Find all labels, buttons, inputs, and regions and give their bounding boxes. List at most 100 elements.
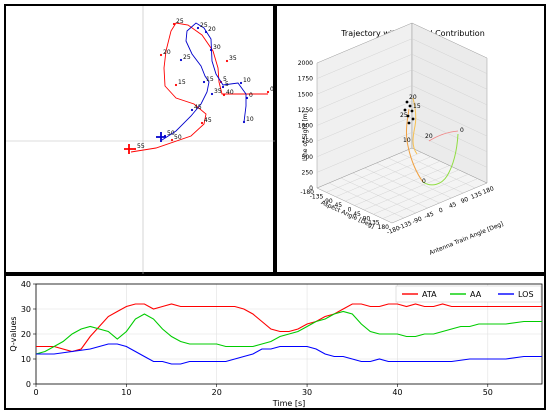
- trajectory-3d-label: 10: [403, 137, 411, 144]
- trajectory-3d-point: [406, 114, 410, 118]
- trajectory-label: 30: [213, 44, 221, 51]
- trajectory-3d-panel: Trajectory with Reward Contribution02505…: [275, 4, 546, 274]
- trajectory-3d-point: [408, 104, 412, 108]
- z-tick-label: 750: [302, 138, 314, 145]
- y-tick-label: 10: [21, 355, 31, 364]
- floor-grid-x: [400, 152, 476, 189]
- x-tick-label: 90: [460, 196, 470, 205]
- trajectory-marker-1-10: [245, 96, 249, 100]
- x-tick-label: -180: [386, 225, 401, 237]
- floor-grid-y: [326, 152, 422, 193]
- trajectory-3d-label: 0: [460, 127, 464, 134]
- trajectory-marker-1-4: [196, 26, 200, 30]
- back-grid-z: [316, 38, 413, 79]
- side-grid-z: [411, 38, 488, 74]
- trajectory-marker-1-8: [221, 85, 225, 89]
- y-tick-label: 40: [21, 280, 31, 289]
- y-tick-label: 0: [348, 207, 352, 214]
- series-line-ata: [36, 303, 542, 353]
- y-tick-label: 180: [378, 224, 390, 231]
- trajectory-label: 0: [270, 86, 274, 93]
- trajectory-3d-plot: Trajectory with Reward Contribution02505…: [298, 22, 504, 257]
- x-tick-label: 0: [33, 388, 38, 397]
- trajectory-label: 15: [178, 79, 186, 86]
- trajectory-label: 10: [246, 116, 254, 123]
- trajectory-label: 50: [174, 134, 182, 141]
- x-tick-label: -90: [411, 215, 423, 225]
- x-tick-label: 50: [483, 388, 493, 397]
- q-values-panel: 0 10 20 30 40 50 0 10 20 30 40 Time [s] Q-values ATA A…: [4, 274, 546, 410]
- trajectory-3d-point: [405, 100, 409, 104]
- x-tick-label: 45: [448, 201, 458, 210]
- trajectory-3d-label: 20: [409, 94, 417, 101]
- aircraft-red-icon: [124, 144, 134, 154]
- floor-grid-y: [354, 165, 450, 206]
- trajectory-label: 50: [167, 130, 175, 137]
- trajectory-marker-1-1: [190, 108, 194, 112]
- x-tick-label: -135: [398, 220, 413, 232]
- side-grid-z: [411, 132, 488, 168]
- y-tick-label: 45: [353, 211, 361, 218]
- trajectory-marker-1-3: [179, 58, 183, 62]
- z-tick-label: 250: [302, 169, 314, 176]
- trajectory-label: 40: [226, 89, 234, 96]
- y-tick-label: 90: [363, 215, 371, 222]
- aircraft-blue-icon: [156, 132, 166, 142]
- trajectory-label: 25: [176, 18, 184, 25]
- trajectory-3d-point: [403, 108, 407, 112]
- trajectory-label: 5: [223, 76, 227, 83]
- side-grid-z: [411, 100, 488, 137]
- trajectory-3d-label: 20: [425, 133, 433, 140]
- legend-label-ata: ATA: [422, 290, 437, 299]
- trajectory-marker-0-0: [133, 147, 137, 151]
- trajectory-3d-label: 25: [400, 112, 408, 119]
- trajectory-marker-0-7: [222, 93, 226, 97]
- trajectory-marker-0-5: [172, 22, 176, 26]
- x-axis-label: Time [s]: [272, 399, 306, 408]
- trajectory-label: 45: [204, 117, 212, 124]
- trajectory-marker-0-9: [266, 90, 270, 94]
- x-tick-label: 0: [438, 207, 444, 215]
- trajectory-marker-0-3: [174, 83, 178, 87]
- trajectory-3d-orange: [405, 108, 424, 183]
- trajectory-label: 20: [163, 49, 171, 56]
- series-line-los: [36, 343, 542, 365]
- trajectory-marker-1-9: [239, 81, 243, 85]
- x-tick-label: 180: [482, 185, 495, 196]
- series-line-aa: [35, 310, 542, 355]
- trajectory-marker-0-4: [159, 53, 163, 57]
- y-tick-label: -135: [310, 193, 324, 200]
- y-tick-label: 135: [368, 220, 380, 227]
- trajectory-marker-1-5: [204, 30, 208, 34]
- trajectory-label: 15: [206, 76, 214, 83]
- trajectory-label: 0: [249, 92, 253, 99]
- side-grid-z: [411, 116, 488, 152]
- back-grid-z: [316, 100, 413, 142]
- trajectory-label: 35: [229, 55, 237, 62]
- trajectory-marker-0-6: [225, 59, 229, 63]
- side-grid-z: [411, 54, 488, 90]
- floor-grid-x: [388, 157, 464, 194]
- y-tick-label: -180: [300, 189, 314, 196]
- trajectory-3d-label: 15: [413, 103, 421, 110]
- trajectory-marker-1-7: [210, 92, 214, 96]
- z-tick-label: 1750: [298, 76, 313, 83]
- legend-label-los: LOS: [518, 290, 534, 299]
- trajectory-3d-point: [411, 117, 415, 121]
- trajectory-label: 20: [208, 26, 216, 33]
- y-tick-label: -90: [323, 198, 333, 205]
- floor-grid-y: [345, 160, 441, 202]
- trajectory-3d-label: 0: [422, 178, 426, 185]
- z-tick-label: 1250: [298, 107, 313, 114]
- trajectory-label: 45: [194, 104, 202, 111]
- trajectory-marker-1-6: [209, 48, 213, 52]
- z-tick-label: 0: [309, 185, 313, 192]
- legend-label-aa: AA: [470, 290, 482, 299]
- y-axis-label: Q-values: [9, 316, 18, 351]
- y-tick-label: 30: [21, 305, 31, 314]
- x-axis-label: Antenna Train Angle [Deg]: [428, 221, 504, 257]
- y-tick-label: -45: [332, 202, 342, 209]
- trajectory-3d-red: [428, 130, 459, 142]
- x-tick-label: -45: [423, 210, 435, 220]
- trajectory-marker-0-1: [170, 138, 174, 142]
